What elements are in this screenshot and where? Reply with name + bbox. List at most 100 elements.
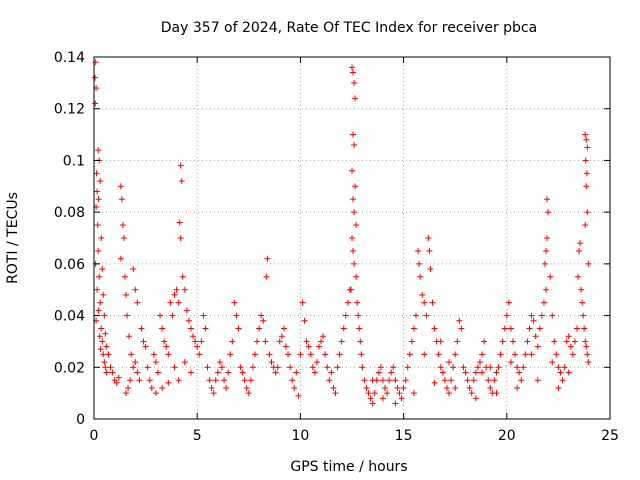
data-point xyxy=(419,291,426,298)
data-point xyxy=(507,325,514,332)
data-point xyxy=(452,384,459,391)
data-point xyxy=(101,312,108,319)
data-point xyxy=(268,359,275,366)
data-point xyxy=(351,209,358,216)
data-point xyxy=(127,377,134,384)
data-point xyxy=(307,351,314,358)
data-point xyxy=(423,312,430,319)
data-point xyxy=(543,247,550,254)
data-point xyxy=(371,390,378,397)
data-point xyxy=(540,299,547,306)
data-point xyxy=(295,392,302,399)
data-point xyxy=(472,395,479,402)
plot-frame xyxy=(93,56,611,420)
data-point xyxy=(231,299,238,306)
data-point xyxy=(349,235,355,241)
data-point xyxy=(350,131,357,138)
data-point xyxy=(266,351,273,358)
data-point xyxy=(336,351,343,358)
data-point xyxy=(384,390,391,397)
data-point xyxy=(532,333,539,340)
data-point xyxy=(95,247,102,254)
data-point xyxy=(233,312,240,319)
data-point xyxy=(214,369,221,376)
data-point xyxy=(142,343,149,350)
data-point xyxy=(140,338,147,345)
data-point xyxy=(520,364,527,371)
data-point xyxy=(192,338,199,345)
data-point xyxy=(96,273,103,280)
data-point xyxy=(584,144,591,151)
x-tick-label: 25 xyxy=(601,428,619,444)
y-tick-label: 0.04 xyxy=(54,309,85,325)
data-point xyxy=(583,136,590,143)
data-point xyxy=(512,351,519,358)
data-point xyxy=(410,325,417,332)
data-point xyxy=(476,359,483,366)
data-point xyxy=(150,351,157,358)
data-point xyxy=(102,330,109,337)
data-point xyxy=(200,312,207,319)
x-tick-label: 0 xyxy=(90,428,99,444)
data-point xyxy=(95,147,102,154)
x-tick-label: 15 xyxy=(395,428,413,444)
y-tick-label: 0.14 xyxy=(54,50,85,66)
data-point xyxy=(462,369,469,376)
data-point xyxy=(356,325,363,332)
data-point xyxy=(332,390,339,397)
data-point xyxy=(223,384,230,391)
data-point xyxy=(495,364,502,371)
data-point xyxy=(274,364,281,371)
data-point xyxy=(107,364,114,371)
data-point xyxy=(340,325,347,332)
data-point xyxy=(251,351,258,358)
data-point xyxy=(544,235,551,241)
data-point xyxy=(466,384,473,391)
data-point xyxy=(152,359,159,366)
data-point xyxy=(229,338,236,345)
data-point xyxy=(225,369,232,376)
data-point xyxy=(167,299,174,306)
data-point xyxy=(171,364,178,371)
data-point xyxy=(256,325,263,332)
data-point xyxy=(555,384,562,391)
data-point xyxy=(118,196,125,203)
data-point xyxy=(92,100,99,107)
y-tick-label: 0.08 xyxy=(54,205,85,221)
data-point xyxy=(322,351,329,358)
data-point xyxy=(396,390,403,397)
data-point xyxy=(109,369,116,376)
data-point xyxy=(96,333,103,340)
data-point xyxy=(132,359,139,366)
data-point xyxy=(194,343,201,350)
data-point xyxy=(359,364,366,371)
data-point xyxy=(534,377,541,384)
data-point xyxy=(583,170,590,177)
data-point xyxy=(479,369,486,376)
data-point xyxy=(297,351,304,358)
data-point xyxy=(573,325,580,332)
data-point xyxy=(576,247,583,254)
data-point xyxy=(120,235,127,241)
y-tick-label: 0 xyxy=(76,412,85,428)
data-point xyxy=(584,209,591,216)
data-point xyxy=(97,299,104,306)
data-point xyxy=(245,390,252,397)
data-point xyxy=(94,222,101,229)
data-point xyxy=(293,369,300,376)
data-point xyxy=(102,364,109,371)
data-point xyxy=(555,364,562,371)
data-point xyxy=(357,338,364,345)
data-point xyxy=(468,390,475,397)
data-point xyxy=(390,364,397,371)
data-point xyxy=(528,351,535,358)
data-point xyxy=(154,369,161,376)
data-point xyxy=(412,312,419,319)
data-point xyxy=(130,364,137,371)
data-point xyxy=(100,351,107,358)
data-point xyxy=(177,162,184,169)
data-point xyxy=(179,273,186,280)
data-point xyxy=(452,351,459,358)
data-point xyxy=(536,325,543,332)
data-point xyxy=(350,247,357,254)
